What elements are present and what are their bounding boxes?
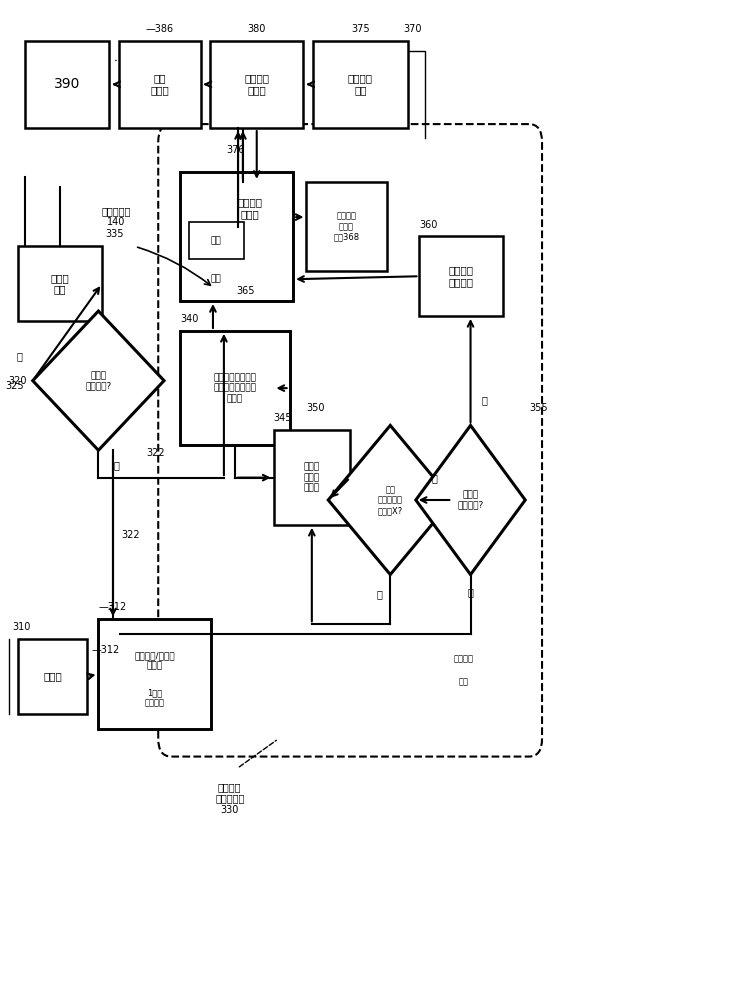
Polygon shape xyxy=(328,425,453,575)
Text: —312: —312 xyxy=(99,602,127,612)
Text: 345: 345 xyxy=(274,413,292,423)
Text: 故障状态
寄存器: 故障状态 寄存器 xyxy=(238,197,263,219)
Text: 清除: 清除 xyxy=(210,275,222,284)
Text: 是: 是 xyxy=(481,396,487,406)
Text: 信号处理
电路: 信号处理 电路 xyxy=(348,74,373,95)
Bar xyxy=(99,619,211,729)
Text: 350: 350 xyxy=(306,403,325,413)
Text: 376: 376 xyxy=(227,145,245,155)
Text: 375: 375 xyxy=(351,24,369,34)
Text: 360: 360 xyxy=(420,220,438,230)
Text: 故障
计时器到达
最小值X?: 故障 计时器到达 最小值X? xyxy=(378,485,403,515)
Bar xyxy=(18,639,88,714)
Bar xyxy=(18,246,102,321)
Text: 390: 390 xyxy=(54,77,80,91)
Text: 信号源: 信号源 xyxy=(43,672,62,682)
Text: 是: 是 xyxy=(113,460,119,470)
Text: 是: 是 xyxy=(431,473,437,483)
Text: 380: 380 xyxy=(247,24,266,34)
Text: 指示（设置）故障
状态并初始化故障
计时器: 指示（设置）故障 状态并初始化故障 计时器 xyxy=(213,373,256,403)
Text: 370: 370 xyxy=(403,24,422,34)
Bar xyxy=(274,430,350,525)
Text: 310: 310 xyxy=(13,622,31,632)
Bar xyxy=(118,41,200,128)
Text: 故障检测/消除等
脉冲共: 故障检测/消除等 脉冲共 xyxy=(135,651,175,671)
Bar xyxy=(313,41,408,128)
Text: 不采取
动作: 不采取 动作 xyxy=(51,273,69,295)
Text: 365: 365 xyxy=(237,286,255,296)
Text: 低通
滤波器: 低通 滤波器 xyxy=(150,74,169,95)
Text: 322: 322 xyxy=(146,448,165,458)
Bar xyxy=(26,41,110,128)
Text: 355: 355 xyxy=(529,403,548,413)
Bar xyxy=(180,172,293,301)
Polygon shape xyxy=(416,425,526,575)
Polygon shape xyxy=(32,311,164,450)
Text: 故障状态
指示器
信号368: 故障状态 指示器 信号368 xyxy=(333,212,360,241)
Text: 初始化
计时器
输出值: 初始化 计时器 输出值 xyxy=(304,463,320,493)
Text: 否: 否 xyxy=(376,589,382,599)
Text: 否: 否 xyxy=(467,587,473,597)
Text: 检测到
故障状况?: 检测到 故障状况? xyxy=(457,490,484,510)
Text: 340: 340 xyxy=(180,314,199,324)
Text: 故障状态
清除信号: 故障状态 清除信号 xyxy=(449,265,474,287)
Bar xyxy=(306,182,386,271)
Bar xyxy=(189,222,244,259)
Text: 检测到
故障状况?: 检测到 故障状况? xyxy=(85,371,112,390)
Text: 322: 322 xyxy=(121,530,141,540)
Text: 输出信号
发生器: 输出信号 发生器 xyxy=(244,74,269,95)
Bar xyxy=(420,236,503,316)
Bar xyxy=(180,331,289,445)
Text: 335: 335 xyxy=(106,229,124,239)
Text: 320: 320 xyxy=(8,376,27,386)
Text: 故障状态
指示器电路
330: 故障状态 指示器电路 330 xyxy=(215,782,244,815)
Text: 信号处理器
140: 信号处理器 140 xyxy=(102,206,131,227)
Text: —386: —386 xyxy=(146,24,174,34)
Bar xyxy=(210,41,303,128)
Text: —312: —312 xyxy=(91,645,120,655)
Text: 设置: 设置 xyxy=(210,236,222,245)
Text: 325: 325 xyxy=(5,381,24,391)
Text: 故障状态: 故障状态 xyxy=(453,655,473,664)
Text: 1个或
多个信号: 1个或 多个信号 xyxy=(145,688,165,708)
Text: 检查: 检查 xyxy=(459,677,468,686)
Text: 否: 否 xyxy=(17,351,23,361)
